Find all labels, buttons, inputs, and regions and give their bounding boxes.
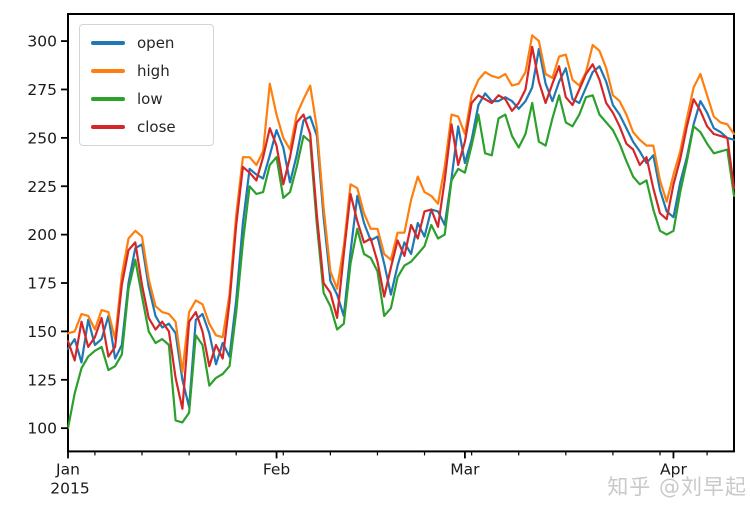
x-year-label: 2015 <box>50 479 89 497</box>
legend-label-low: low <box>137 90 163 108</box>
low-line <box>66 94 736 430</box>
x-tick-label: Feb <box>263 460 290 478</box>
legend-item-open: open <box>91 33 203 53</box>
x-tick-label: Mar <box>450 460 480 478</box>
plot-border <box>67 13 735 453</box>
legend-swatch-high <box>91 69 125 73</box>
y-axis: 100 125 150 175 200 225 250 275 300 <box>27 33 68 438</box>
y-tick-label: 175 <box>27 275 57 293</box>
y-tick-label: 100 <box>27 420 57 438</box>
y-tick-label: 200 <box>27 226 57 244</box>
plot-area <box>67 13 735 453</box>
open-line <box>66 47 736 408</box>
close-line <box>66 45 736 410</box>
legend-item-close: close <box>91 117 203 137</box>
legend-label-close: close <box>137 118 176 136</box>
y-tick-label: 250 <box>27 129 57 147</box>
y-tick-label: 150 <box>27 323 57 341</box>
y-tick-label: 125 <box>27 371 57 389</box>
legend-label-high: high <box>137 62 170 80</box>
legend-item-high: high <box>91 61 203 81</box>
legend-swatch-close <box>91 125 125 129</box>
legend-swatch-open <box>91 41 125 45</box>
y-tick-label: 300 <box>27 33 57 51</box>
high-line <box>66 34 736 374</box>
y-tick-label: 275 <box>27 81 57 99</box>
y-tick-label: 225 <box>27 178 57 196</box>
legend-label-open: open <box>137 34 175 52</box>
watermark: 知乎 @刘早起 <box>607 475 747 499</box>
legend-swatch-low <box>91 97 125 101</box>
series-lines <box>66 34 736 430</box>
x-tick-label: Apr <box>660 460 687 478</box>
legend: open high low close <box>79 24 214 146</box>
legend-item-low: low <box>91 89 203 109</box>
x-tick-label: Jan <box>55 460 80 478</box>
